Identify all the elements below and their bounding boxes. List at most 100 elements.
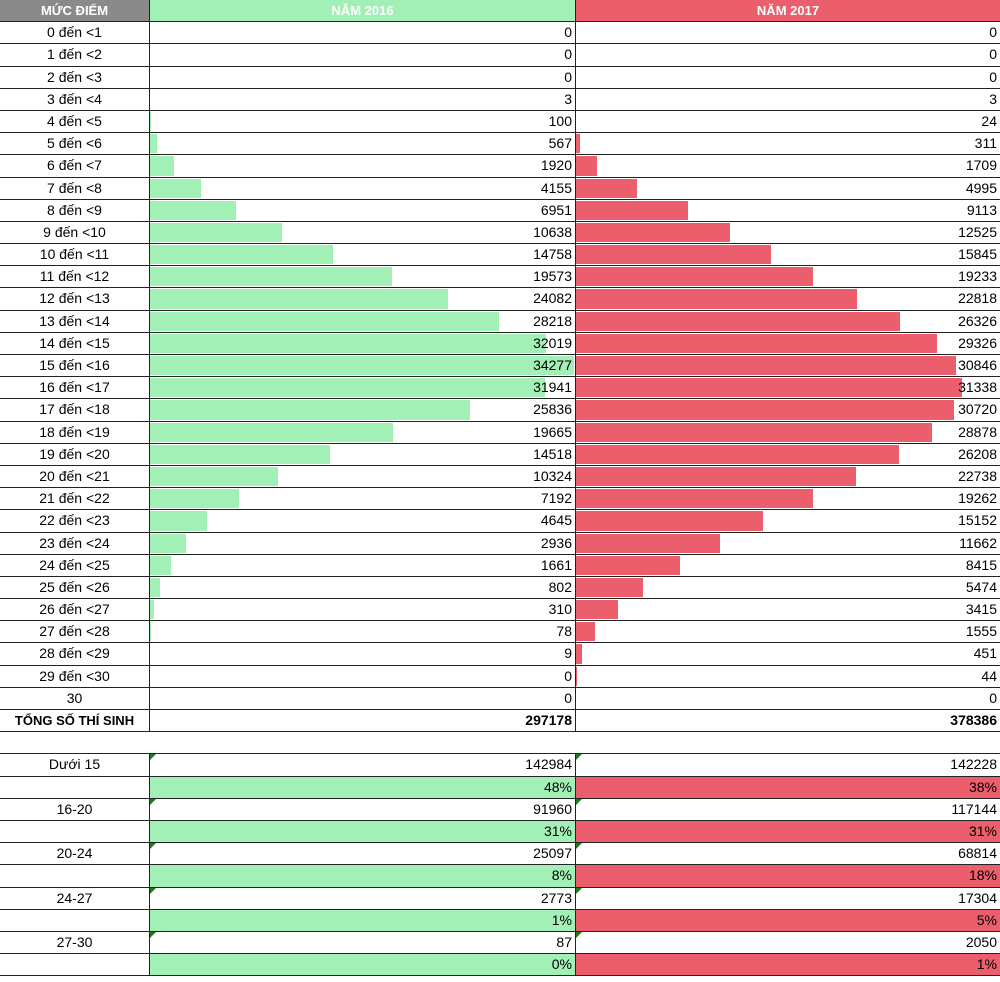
cell-2016[interactable]: 10324 bbox=[150, 465, 576, 488]
cell-2017[interactable]: 4995 bbox=[576, 178, 1000, 199]
cell-2016[interactable]: 2936 bbox=[150, 532, 576, 554]
score-range-label[interactable]: 21 đến <22 bbox=[0, 488, 150, 510]
score-range-label[interactable]: 5 đến <6 bbox=[0, 133, 150, 155]
cell-2016[interactable]: 0 bbox=[150, 687, 576, 709]
cell-2017[interactable]: 451 bbox=[576, 643, 1000, 664]
cell-2016[interactable]: 28218 bbox=[150, 310, 576, 332]
summary-count-2017-cell[interactable]: 2050 bbox=[576, 931, 1000, 953]
cell-2017[interactable]: 5474 bbox=[576, 577, 1000, 598]
score-range-label[interactable]: 16 đến <17 bbox=[0, 377, 150, 399]
cell-2016[interactable]: 6951 bbox=[150, 199, 576, 221]
total-2017-cell[interactable]: 378386 bbox=[576, 710, 1000, 731]
cell-2016[interactable]: 7192 bbox=[150, 488, 576, 510]
score-range-label[interactable]: 22 đến <23 bbox=[0, 510, 150, 532]
score-range-label[interactable]: 23 đến <24 bbox=[0, 532, 150, 554]
summary-percent-2016-cell[interactable]: 8% bbox=[150, 865, 576, 887]
score-range-label[interactable]: 9 đến <10 bbox=[0, 221, 150, 244]
summary-empty-cell[interactable] bbox=[0, 865, 150, 887]
cell-2017[interactable]: 30846 bbox=[576, 355, 1000, 376]
score-range-label[interactable]: 6 đến <7 bbox=[0, 155, 150, 177]
summary-count-2017-cell[interactable]: 142228 bbox=[576, 754, 1000, 775]
summary-range-label[interactable]: 24-27 bbox=[0, 887, 150, 909]
cell-2017[interactable]: 9113 bbox=[576, 200, 1000, 221]
cell-2017[interactable]: 3 bbox=[576, 89, 1000, 110]
summary-percent-2016-cell[interactable]: 0% bbox=[150, 954, 576, 976]
total-2016-cell[interactable]: 297178 bbox=[150, 710, 576, 732]
score-range-label[interactable]: 1 đến <2 bbox=[0, 44, 150, 66]
cell-2016[interactable]: 310 bbox=[150, 599, 576, 621]
cell-2016[interactable]: 19665 bbox=[150, 421, 576, 443]
cell-2017[interactable]: 311 bbox=[576, 133, 1000, 154]
score-range-label[interactable]: 8 đến <9 bbox=[0, 199, 150, 221]
cell-2017[interactable]: 0 bbox=[576, 67, 1000, 88]
cell-2017[interactable]: 15152 bbox=[576, 510, 1000, 531]
cell-2017[interactable]: 29326 bbox=[576, 333, 1000, 354]
cell-2016[interactable]: 3 bbox=[150, 88, 576, 110]
cell-2016[interactable]: 25836 bbox=[150, 399, 576, 421]
score-range-label[interactable]: 4 đến <5 bbox=[0, 110, 150, 133]
summary-count-2016-cell[interactable]: 91960 bbox=[150, 798, 576, 820]
cell-2017[interactable]: 11662 bbox=[576, 533, 1000, 554]
cell-2016[interactable]: 9 bbox=[150, 643, 576, 665]
score-range-label[interactable]: 14 đến <15 bbox=[0, 332, 150, 354]
cell-2016[interactable]: 0 bbox=[150, 22, 576, 44]
summary-percent-2016-cell[interactable]: 48% bbox=[150, 776, 576, 798]
cell-2016[interactable]: 0 bbox=[150, 665, 576, 687]
cell-2017[interactable]: 0 bbox=[576, 22, 1000, 43]
summary-count-2016-cell[interactable]: 142984 bbox=[150, 754, 576, 776]
cell-2016[interactable]: 1661 bbox=[150, 554, 576, 576]
cell-2016[interactable]: 78 bbox=[150, 621, 576, 643]
cell-2017[interactable]: 44 bbox=[576, 666, 1000, 687]
cell-2016[interactable]: 0 bbox=[150, 66, 576, 88]
score-range-label[interactable]: 28 đến <29 bbox=[0, 643, 150, 665]
summary-range-label[interactable]: 20-24 bbox=[0, 843, 150, 865]
score-range-label[interactable]: 17 đến <18 bbox=[0, 399, 150, 421]
cell-2017[interactable]: 28878 bbox=[576, 422, 1000, 443]
summary-percent-2017-cell[interactable]: 5% bbox=[576, 909, 1000, 931]
summary-empty-cell[interactable] bbox=[0, 954, 150, 976]
cell-2017[interactable]: 8415 bbox=[576, 555, 1000, 576]
cell-2016[interactable]: 4155 bbox=[150, 177, 576, 199]
score-range-label[interactable]: 10 đến <11 bbox=[0, 244, 150, 266]
cell-2016[interactable]: 0 bbox=[150, 44, 576, 66]
cell-2016[interactable]: 567 bbox=[150, 133, 576, 155]
summary-count-2017-cell[interactable]: 117144 bbox=[576, 798, 1000, 820]
summary-count-2017-cell[interactable]: 17304 bbox=[576, 887, 1000, 909]
score-range-label[interactable]: 11 đến <12 bbox=[0, 266, 150, 288]
summary-empty-cell[interactable] bbox=[0, 776, 150, 798]
cell-2017[interactable]: 12525 bbox=[576, 222, 1000, 243]
score-range-label[interactable]: 13 đến <14 bbox=[0, 310, 150, 332]
cell-2017[interactable]: 3415 bbox=[576, 599, 1000, 620]
score-range-label[interactable]: 19 đến <20 bbox=[0, 443, 150, 465]
summary-count-2016-cell[interactable]: 25097 bbox=[150, 843, 576, 865]
score-range-label[interactable]: 25 đến <26 bbox=[0, 576, 150, 599]
cell-2017[interactable]: 15845 bbox=[576, 244, 1000, 265]
score-range-label[interactable]: 7 đến <8 bbox=[0, 177, 150, 199]
header-year-2017[interactable]: NĂM 2017 bbox=[576, 0, 1000, 22]
score-range-label[interactable]: 12 đến <13 bbox=[0, 288, 150, 310]
cell-2017[interactable]: 31338 bbox=[576, 377, 1000, 398]
cell-2017[interactable]: 24 bbox=[576, 111, 1000, 132]
cell-2017[interactable]: 19262 bbox=[576, 488, 1000, 509]
score-range-label[interactable]: 30 bbox=[0, 687, 150, 709]
score-range-label[interactable]: 0 đến <1 bbox=[0, 22, 150, 44]
cell-2017[interactable]: 26208 bbox=[576, 444, 1000, 465]
score-range-label[interactable]: 29 đến <30 bbox=[0, 665, 150, 687]
cell-2016[interactable]: 14758 bbox=[150, 244, 576, 266]
cell-2016[interactable]: 34277 bbox=[150, 355, 576, 377]
summary-percent-2016-cell[interactable]: 31% bbox=[150, 820, 576, 843]
score-range-label[interactable]: 27 đến <28 bbox=[0, 621, 150, 643]
cell-2017[interactable]: 1709 bbox=[576, 155, 1000, 176]
score-range-label[interactable]: 3 đến <4 bbox=[0, 88, 150, 110]
summary-percent-2017-cell[interactable]: 18% bbox=[576, 865, 1000, 887]
summary-count-2016-cell[interactable]: 87 bbox=[150, 931, 576, 954]
score-range-label[interactable]: 24 đến <25 bbox=[0, 554, 150, 576]
summary-range-label[interactable]: Dưới 15 bbox=[0, 754, 150, 776]
score-range-label[interactable]: 20 đến <21 bbox=[0, 465, 150, 488]
score-range-label[interactable]: 15 đến <16 bbox=[0, 355, 150, 377]
header-year-2016[interactable]: NĂM 2016 bbox=[150, 0, 576, 22]
cell-2016[interactable]: 19573 bbox=[150, 266, 576, 288]
cell-2016[interactable]: 32019 bbox=[150, 332, 576, 354]
summary-range-label[interactable]: 16-20 bbox=[0, 798, 150, 820]
cell-2016[interactable]: 100 bbox=[150, 110, 576, 133]
